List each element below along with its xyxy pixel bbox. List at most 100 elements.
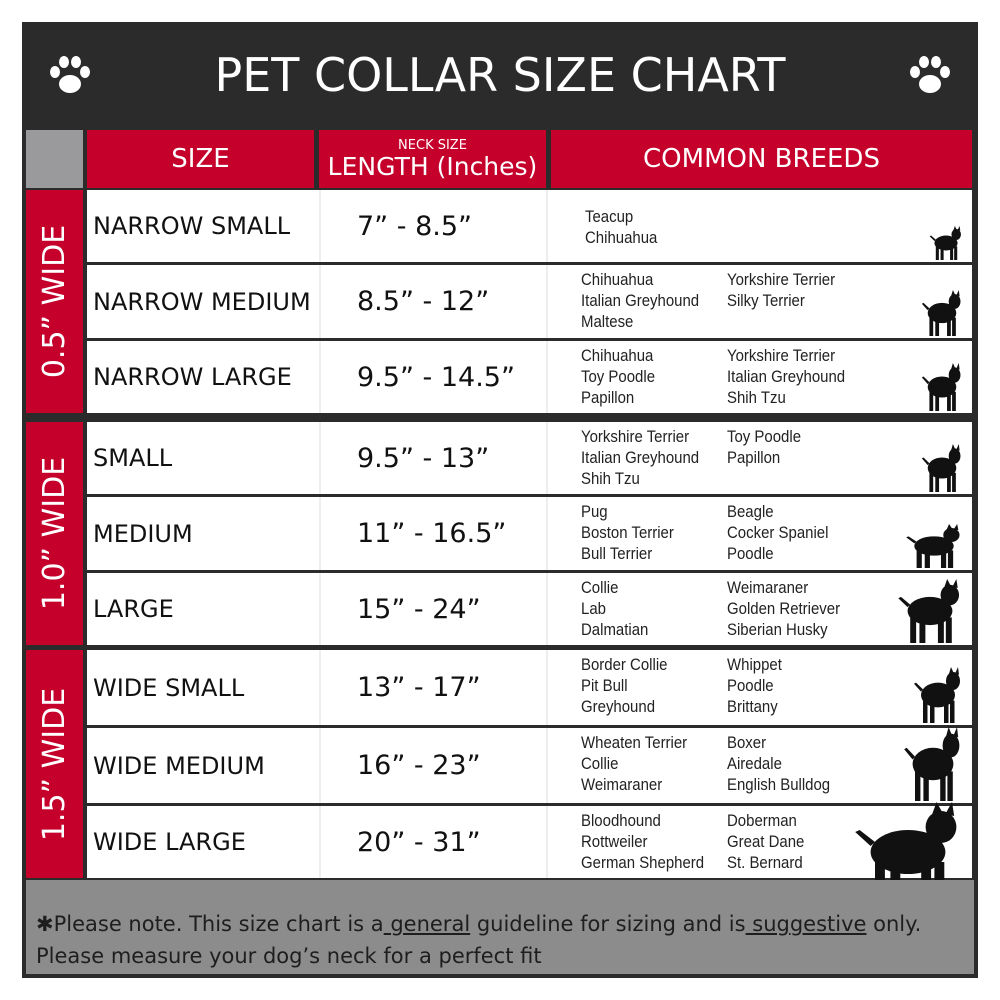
neck-length: 15” - 24” [319, 573, 548, 645]
width-label: 1.5” WIDE [26, 650, 83, 878]
breed: Collie [581, 578, 619, 597]
breeds-column-2: Beagle Cocker Spaniel Poodle [727, 501, 828, 564]
size-name: NARROW MEDIUM [93, 287, 311, 316]
breed: Chihuahua [585, 228, 658, 247]
breed: Beagle [727, 502, 774, 521]
note-text: ✱Please note. This size chart is a [36, 912, 384, 936]
note-text: guideline for sizing and is [470, 912, 746, 936]
breeds-column-1: Collie Lab Dalmatian [581, 577, 648, 640]
paw-icon [50, 56, 90, 93]
breed: Boston Terrier [581, 523, 674, 542]
breed: Lab [581, 599, 606, 618]
neck-length: 9.5” - 13” [319, 422, 548, 494]
breed: Yorkshire Terrier [581, 427, 690, 446]
chart-title: PET COLLAR SIZE CHART [214, 48, 786, 102]
breed: Bull Terrier [581, 544, 653, 563]
neck-length: 20” - 31” [319, 806, 548, 878]
header-neck-size: NECK SIZE [398, 138, 467, 153]
size-name: LARGE [93, 595, 174, 623]
table-row: LARGE 15” - 24” Collie Lab Dalmatian Weima… [87, 573, 972, 645]
shepherd-silhouette-icon [898, 579, 960, 643]
breeds-column-1: Border Collie Pit Bull Greyhound [581, 654, 667, 717]
note-suggestive: suggestive [745, 912, 867, 936]
breed: Silky Terrier [727, 291, 805, 310]
breed: Yorkshire Terrier [727, 346, 836, 365]
size-name: WIDE MEDIUM [93, 751, 265, 780]
table-row: WIDE SMALL 13” - 17” Border Collie Pit Bu… [87, 650, 972, 725]
breed: Poodle [727, 544, 774, 563]
breed: Brittany [727, 697, 778, 716]
width-label-text: 1.0” WIDE [37, 456, 73, 611]
breed: Shih Tzu [581, 469, 640, 488]
header-size: SIZE [87, 130, 314, 188]
neck-length: 16” - 23” [319, 728, 548, 803]
breeds-column-1: Teacup Chihuahua [585, 206, 657, 248]
width-label-text: 0.5” WIDE [37, 224, 73, 379]
breed: Italian Greyhound [581, 448, 700, 467]
breed: Bloodhound [581, 811, 661, 830]
pomeranian-silhouette-icon [921, 444, 961, 492]
breeds-column-1: Yorkshire Terrier Italian Greyhound Shih T… [581, 426, 699, 489]
size-name: SMALL [93, 444, 173, 472]
breed: Italian Greyhound [581, 291, 700, 310]
breed: Siberian Husky [727, 620, 828, 639]
breed: Golden Retriever [727, 599, 841, 618]
header-breeds: COMMON BREEDS [551, 130, 972, 188]
header-length: NECK SIZE LENGTH (Inches) [319, 130, 546, 188]
breeds-cell: Yorkshire Terrier Italian Greyhound Shih T… [551, 422, 971, 494]
size-group: 0.5” WIDE NARROW SMALL 7” - 8.5” Teacup Ch… [26, 190, 974, 413]
breed: Papillon [581, 388, 635, 407]
neck-length: 9.5” - 14.5” [319, 341, 548, 413]
breeds-column-2: Yorkshire Terrier Silky Terrier [727, 269, 835, 311]
table-row: NARROW MEDIUM 8.5” - 12” Chihuahua Italia… [87, 265, 972, 338]
breeds-column-2: Weimaraner Golden Retriever Siberian Husky [727, 577, 840, 640]
note-text: only. [866, 912, 922, 936]
breed: Papillon [727, 448, 781, 467]
breed: St. Bernard [727, 853, 803, 872]
paw-icon [910, 56, 950, 93]
table-row: WIDE LARGE 20” - 31” Bloodhound Rottweile… [87, 802, 972, 902]
size-name: WIDE SMALL [93, 673, 245, 702]
bulldog-silhouette-icon [914, 667, 960, 723]
width-label: 0.5” WIDE [26, 190, 83, 413]
breed: Whippet [727, 655, 782, 674]
breeds-cell: Chihuahua Toy Poodle Papillon Yorkshire Te… [551, 341, 971, 413]
breeds-cell: Pug Boston Terrier Bull Terrier Beagle Cock… [551, 497, 971, 570]
size-name: MEDIUM [93, 519, 193, 548]
breed: Italian Greyhound [727, 367, 846, 386]
breed: Teacup [585, 207, 634, 226]
size-name: WIDE LARGE [93, 828, 246, 856]
breed: Wheaten Terrier [581, 733, 688, 752]
breed: Dalmatian [581, 620, 649, 639]
breed: Poodle [727, 676, 774, 695]
table-row: SMALL 9.5” - 13” Yorkshire Terrier Italia… [87, 422, 972, 494]
breeds-column-2: Yorkshire Terrier Italian Greyhound Shih T… [727, 345, 845, 408]
breed: Border Collie [581, 655, 668, 674]
yorkie-silhouette-icon [929, 226, 961, 260]
breed: Airedale [727, 754, 782, 773]
size-name: NARROW SMALL [93, 212, 291, 240]
breed: Rottweiler [581, 832, 648, 851]
note-line-2: Please measure your dog’s neck for a per… [36, 944, 542, 968]
breed: English Bulldog [727, 775, 831, 794]
neck-length: 11” - 16.5” [319, 497, 548, 570]
breeds-column-2: Toy Poodle Papillon [727, 426, 801, 468]
table-row: NARROW LARGE 9.5” - 14.5” Chihuahua Toy P… [87, 341, 972, 413]
breed: Chihuahua [581, 346, 654, 365]
breed: Weimaraner [581, 775, 663, 794]
breed: Weimaraner [727, 578, 809, 597]
breeds-cell: Bloodhound Rottweiler German Shepherd Dobe… [551, 802, 971, 902]
breed: Boxer [727, 733, 767, 752]
breed: Pit Bull [581, 676, 628, 695]
width-label: 1.0” WIDE [26, 422, 83, 645]
breed: Greyhound [581, 697, 656, 716]
pomeranian-silhouette-icon [921, 363, 961, 411]
breed: Toy Poodle [727, 427, 802, 446]
breeds-column-1: Bloodhound Rottweiler German Shepherd [581, 810, 704, 873]
breeds-column-2: Doberman Great Dane St. Bernard [727, 810, 804, 873]
breed: Pug [581, 502, 608, 521]
breed: Shih Tzu [727, 388, 786, 407]
chihuahua-silhouette-icon [921, 290, 961, 336]
header-length-label: LENGTH (Inches) [327, 152, 538, 181]
breeds-cell: Teacup Chihuahua [551, 190, 971, 262]
